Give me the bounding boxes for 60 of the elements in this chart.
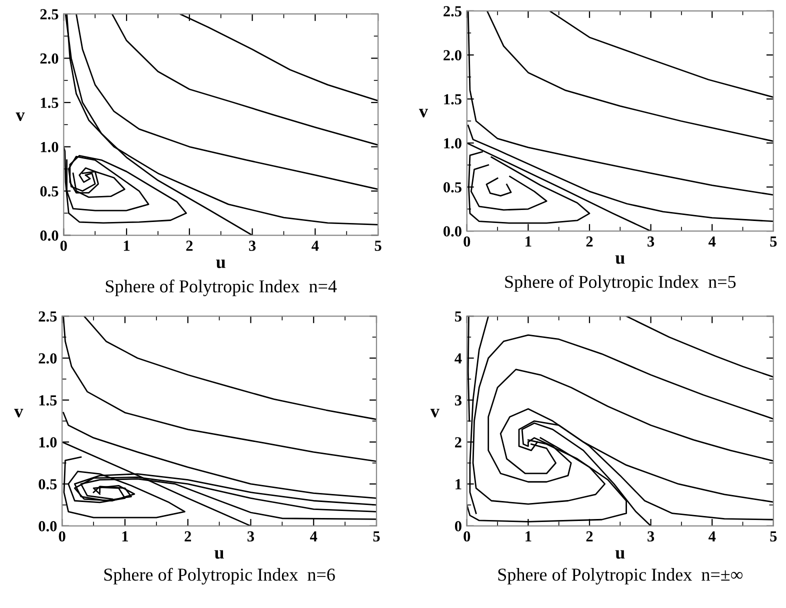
y-tick-label: 1.5 bbox=[39, 395, 57, 406]
x-tick-label: 5 bbox=[374, 240, 382, 251]
x-tick-label: 2 bbox=[586, 236, 593, 246]
y-tick-label: 3 bbox=[454, 395, 462, 406]
x-tick-label: 1 bbox=[526, 236, 532, 246]
x-tick-label: 0 bbox=[464, 236, 470, 247]
x-tick-label: 1 bbox=[124, 240, 130, 251]
x-tick-label: 0 bbox=[464, 531, 470, 542]
x-axis-title: u bbox=[216, 260, 226, 268]
x-tick-label: 5 bbox=[770, 236, 777, 247]
x-tick-label: 0 bbox=[58, 531, 66, 542]
y-axis-title: v bbox=[16, 112, 25, 121]
y-tick-label: 1.5 bbox=[40, 98, 58, 108]
x-tick-label: 3 bbox=[648, 531, 654, 542]
y-tick-label: 2.5 bbox=[40, 9, 58, 20]
text: Sphere of Polytropic Index n=±∞ bbox=[498, 568, 743, 584]
x-axis-title: u bbox=[615, 550, 625, 559]
y-tick-label: 2.0 bbox=[38, 353, 57, 364]
y-tick-label: 0.0 bbox=[40, 230, 58, 241]
x-tick-label: 3 bbox=[648, 236, 654, 247]
x-tick-label: 0 bbox=[60, 240, 67, 251]
y-tick-label: 0 bbox=[454, 521, 462, 532]
text: Sphere of Polytropic Index n=5 bbox=[505, 275, 736, 292]
y-axis-title: v bbox=[418, 108, 428, 118]
x-tick-label: 2 bbox=[186, 240, 193, 251]
y-tick-label: 0.5 bbox=[38, 479, 57, 490]
x-tick-label: 4 bbox=[310, 531, 318, 542]
x-tick-label: 1 bbox=[122, 531, 128, 542]
y-tick-label: 2.5 bbox=[444, 6, 462, 16]
y-tick-label: 0.5 bbox=[444, 182, 462, 193]
y-tick-label: 0.0 bbox=[444, 226, 462, 237]
x-tick-label: 3 bbox=[247, 531, 254, 542]
x-tick-label: 5 bbox=[373, 531, 380, 542]
x-tick-label: 5 bbox=[770, 531, 777, 542]
y-axis-title: v bbox=[430, 408, 440, 418]
text: Sphere of Polytropic Index n=6 bbox=[104, 568, 335, 584]
y-tick-label: 1.0 bbox=[444, 138, 462, 149]
y-axis-title: v bbox=[14, 408, 24, 418]
x-axis-title: u bbox=[615, 255, 625, 264]
y-tick-label: 1.0 bbox=[40, 142, 58, 152]
y-tick-label: 1.0 bbox=[39, 437, 57, 448]
x-tick-label: 1 bbox=[526, 531, 532, 542]
x-tick-label: 2 bbox=[184, 531, 192, 542]
text: Sphere of Polytropic Index n=4 bbox=[106, 280, 337, 296]
x-tick-label: 2 bbox=[586, 531, 593, 542]
x-tick-label: 4 bbox=[312, 240, 319, 251]
y-tick-label: 4 bbox=[454, 353, 462, 364]
y-tick-label: 2 bbox=[455, 437, 462, 448]
x-tick-label: 4 bbox=[708, 236, 716, 246]
y-tick-label: 2.0 bbox=[444, 50, 462, 60]
y-tick-label: 0.5 bbox=[40, 186, 58, 197]
x-axis-title: u bbox=[214, 550, 224, 559]
x-tick-label: 3 bbox=[249, 240, 256, 251]
y-tick-label: 5 bbox=[454, 311, 462, 322]
y-tick-label: 0.0 bbox=[38, 521, 57, 532]
y-tick-label: 2.0 bbox=[40, 53, 58, 64]
x-tick-label: 4 bbox=[708, 531, 716, 542]
y-tick-label: 1 bbox=[456, 479, 462, 490]
y-tick-label: 2.5 bbox=[38, 311, 57, 322]
y-tick-label: 1.5 bbox=[444, 94, 462, 104]
